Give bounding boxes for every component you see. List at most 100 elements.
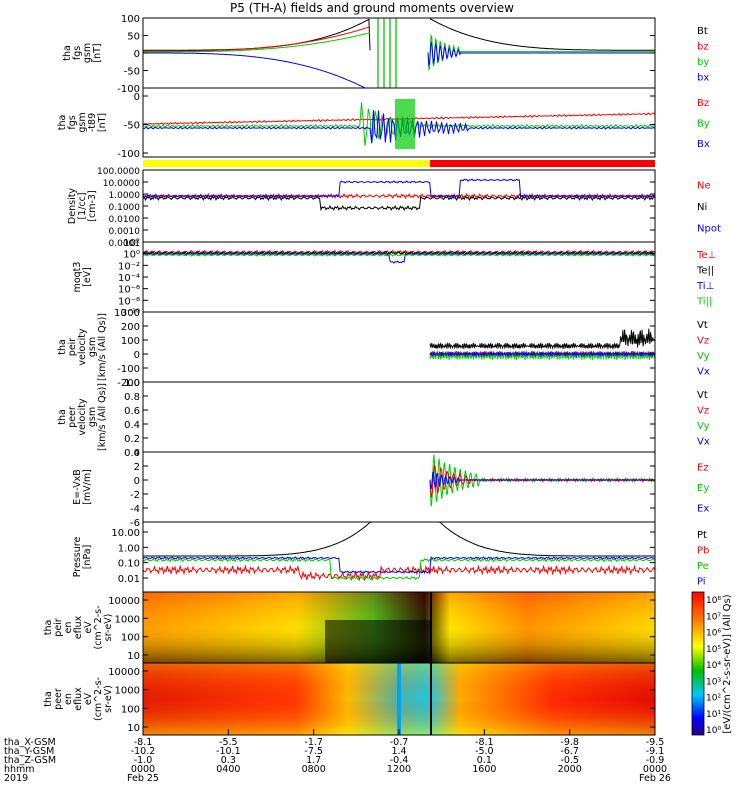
tick-label: -50 bbox=[124, 67, 140, 78]
colorbar-tick: 10⁶ bbox=[706, 629, 721, 639]
ylabel-line: Density bbox=[67, 188, 78, 224]
xaxis-value: 0800 bbox=[302, 764, 326, 775]
xaxis-value: 2000 bbox=[558, 764, 582, 775]
ylabel-line: velocity bbox=[77, 398, 88, 436]
xaxis-value: 0000 bbox=[643, 764, 667, 775]
legend-ion-velocity-2: Vy bbox=[697, 351, 710, 362]
xaxis-value: -9.5 bbox=[646, 737, 665, 748]
ylabel-line: tha bbox=[43, 691, 54, 707]
ylabel-line: peir bbox=[53, 618, 64, 637]
xaxis-row-label: tha_Z-GSM bbox=[4, 755, 56, 766]
tick-label: 10⁻¹⁰ bbox=[114, 308, 140, 319]
ylabel-line: [eV] bbox=[82, 267, 93, 287]
series-Ex bbox=[429, 471, 655, 490]
tick-label: 1.0000 bbox=[109, 191, 141, 201]
ylabel-line: E=-VxB bbox=[72, 469, 83, 504]
tick-label: -200 bbox=[117, 378, 140, 389]
tick-label: 0.0 bbox=[124, 448, 140, 459]
ylabel-line: gsm bbox=[87, 407, 98, 427]
xaxis-value: 0000 bbox=[131, 764, 155, 775]
colorbar-tick: 10⁰ bbox=[706, 726, 721, 736]
ylabel-line: [mV/m] bbox=[82, 469, 93, 505]
xaxis-value: -8.1 bbox=[134, 737, 153, 748]
ylabel-line: eV bbox=[83, 692, 94, 705]
tick-label: 10.0000 bbox=[103, 179, 140, 189]
ylabel-line: [nT] bbox=[97, 113, 108, 132]
series-Pt bbox=[143, 521, 655, 557]
series-Bt bbox=[143, 18, 371, 51]
electron-spectrogram-image bbox=[143, 663, 655, 735]
legend-efield-0: Ez bbox=[697, 462, 709, 473]
tick-label: 10⁻⁶ bbox=[118, 285, 140, 296]
colorbar-label: [eV/(cm^2-s-sr-eV)] (All Qs) bbox=[722, 594, 733, 733]
xaxis-value: -5.5 bbox=[219, 737, 238, 748]
ylabel-line: tha bbox=[57, 409, 68, 425]
legend-temperature-3: Ti|| bbox=[696, 296, 712, 307]
status-bar-yellow bbox=[143, 160, 430, 167]
xaxis-value: -8.1 bbox=[475, 737, 494, 748]
status-bar-red bbox=[430, 160, 655, 167]
series-By-burst bbox=[395, 99, 415, 149]
ylabel-line: [km/s (All Qs)] bbox=[97, 383, 108, 451]
ylabel-line: -t89 bbox=[87, 113, 98, 132]
legend-efield-2: Ex bbox=[697, 504, 709, 515]
xaxis-value: -9.8 bbox=[560, 737, 579, 748]
tick-label: 100 bbox=[121, 704, 140, 715]
xaxis-row-label: hhmm bbox=[4, 764, 35, 775]
panel-frame-electron-velocity bbox=[142, 381, 656, 453]
legend-temperature-0: Te⊥ bbox=[696, 250, 716, 261]
legend-ion-velocity-3: Vx bbox=[697, 366, 710, 377]
legend-electron-velocity-2: Vy bbox=[697, 421, 710, 432]
tick-label: 10⁰ bbox=[123, 250, 140, 261]
xaxis-value: 1.7 bbox=[306, 755, 321, 766]
tick-label: 100.0000 bbox=[97, 167, 140, 177]
ylabel-line: tha bbox=[57, 339, 68, 355]
ion-spectrogram-image bbox=[143, 592, 655, 663]
legend-fgs-gsm-2: by bbox=[697, 57, 709, 68]
xaxis-value: -1.7 bbox=[304, 737, 323, 748]
legend-electron-velocity-1: Vz bbox=[697, 405, 709, 416]
colorbar-tick: 10⁵ bbox=[706, 645, 721, 655]
ylabel-electron-spectrogram: tha peer en eflux eV (cm^2-s-sr-eV) bbox=[43, 677, 114, 721]
xaxis-value: -6.7 bbox=[560, 746, 579, 757]
ylabel-line: sr-eV) bbox=[103, 685, 114, 713]
tick-label: 100 bbox=[121, 633, 140, 644]
xaxis-value: 1.4 bbox=[391, 746, 406, 757]
colorbar-tick: 10³ bbox=[706, 677, 721, 687]
tick-label: 10000 bbox=[108, 596, 140, 607]
series-bx bbox=[143, 52, 366, 89]
series-Pi bbox=[142, 556, 656, 574]
ylabel-line: eflux bbox=[73, 687, 84, 711]
legend-fgs-gsm-t89-2: Bx bbox=[697, 139, 710, 150]
ylabel-line: tha bbox=[57, 115, 68, 131]
ylabel-electron-velocity: tha peer velocity gsm [km/s (All Qs)] bbox=[57, 383, 108, 451]
ylabel-line: en bbox=[63, 622, 74, 634]
series-bz bbox=[142, 26, 371, 52]
ylabel-line: gsm bbox=[77, 112, 88, 132]
tick-label: 0 bbox=[134, 49, 140, 60]
xaxis-value: -10.1 bbox=[216, 746, 241, 757]
xaxis-value: Feb 25 bbox=[127, 773, 159, 784]
tick-label: 0.8 bbox=[124, 392, 140, 403]
tick-label: 1.0 bbox=[124, 378, 140, 389]
ylabel-line: [nT] bbox=[92, 43, 103, 62]
ylabel-fgs-gsm-t89: tha fgs gsm -t89 [nT] bbox=[57, 112, 108, 132]
xaxis-row-label: 2019 bbox=[4, 773, 28, 784]
legend-efield-1: Ey bbox=[697, 483, 709, 494]
ylabel-pressure: Pressure [nPa] bbox=[72, 537, 93, 578]
ylabel-line: moqt3 bbox=[72, 262, 83, 293]
ylabel-line: velocity bbox=[77, 328, 88, 366]
tick-label: 0.0001 bbox=[109, 239, 141, 249]
tick-label: 100 bbox=[121, 14, 140, 25]
series-bx-osc bbox=[427, 41, 655, 66]
colorbar-tick: 10⁸ bbox=[706, 596, 721, 606]
xaxis-row-label: tha_Y-GSM bbox=[4, 746, 54, 757]
xaxis-value: -0.7 bbox=[390, 737, 409, 748]
legend-fgs-gsm-3: bx bbox=[697, 72, 709, 83]
ylabel-fgs-gsm: tha fgs gsm [nT] bbox=[62, 43, 103, 63]
tick-label: 0.0100 bbox=[109, 215, 141, 225]
tick-label: 100 bbox=[121, 336, 140, 347]
tick-label: 0 bbox=[134, 476, 140, 487]
legend-density-2: Npot bbox=[697, 223, 721, 234]
colorbar-tick: 10² bbox=[706, 694, 721, 704]
